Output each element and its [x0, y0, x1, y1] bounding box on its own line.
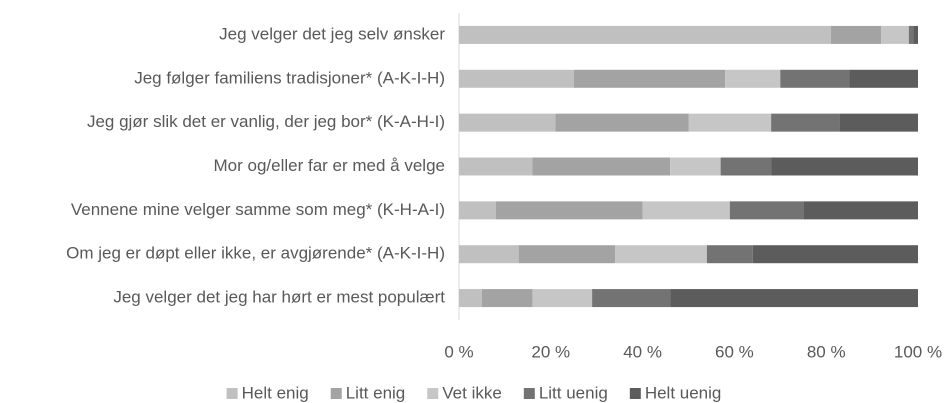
bar-segment	[849, 69, 918, 88]
legend-swatch	[330, 388, 342, 399]
bar-segment	[642, 201, 730, 220]
legend-swatch	[427, 388, 439, 399]
bar-segment	[771, 157, 918, 176]
bar-segment	[555, 113, 689, 132]
bar-segment	[573, 69, 726, 88]
legend-label: Litt uenig	[539, 383, 608, 402]
bar-segment	[725, 69, 781, 88]
category-label: Jeg velger det jeg har hørt er mest popu…	[113, 288, 445, 307]
bar-segment	[688, 113, 772, 132]
x-tick-label: 0 %	[444, 342, 473, 361]
bar-segment	[803, 201, 918, 220]
legend-swatch	[629, 388, 641, 399]
bar-segment	[459, 289, 482, 308]
bar-segment	[913, 25, 918, 44]
x-tick-label: 80 %	[807, 342, 846, 361]
bar-segment	[518, 245, 616, 264]
bar-segment	[495, 201, 643, 220]
bar-segment	[729, 201, 804, 220]
x-tick-label: 100 %	[894, 342, 942, 361]
category-label: Om jeg er døpt eller ikke, er avgjørende…	[66, 244, 445, 263]
bar-segment	[839, 113, 918, 132]
bar-segment	[881, 25, 909, 44]
category-label: Mor og/eller far er med å velge	[214, 156, 446, 175]
bar-segment	[459, 113, 556, 132]
legend-swatch	[523, 388, 535, 399]
category-label: Vennene mine velger samme som meg* (K-H-…	[71, 200, 445, 219]
bar-segment	[908, 25, 914, 44]
bar-segment	[459, 201, 496, 220]
x-tick-label: 60 %	[715, 342, 754, 361]
bar-segment	[720, 157, 772, 176]
bar-segment	[532, 157, 671, 176]
legend-swatch	[226, 388, 238, 399]
legend-label: Vet ikke	[442, 383, 502, 402]
bar-segment	[771, 113, 840, 132]
bar-segment	[459, 245, 519, 264]
category-label: Jeg gjør slik det er vanlig, der jeg bor…	[87, 112, 445, 131]
legend-label: Litt enig	[346, 383, 406, 402]
x-tick-label: 20 %	[531, 342, 570, 361]
bar-segment	[706, 245, 753, 264]
x-tick-label: 40 %	[623, 342, 662, 361]
bar-segment	[830, 25, 882, 44]
category-label: Jeg velger det jeg selv ønsker	[219, 24, 445, 43]
bar-segment	[532, 289, 593, 308]
bar-segment	[459, 69, 574, 88]
bar-segment	[459, 25, 831, 44]
bar-segment	[780, 69, 850, 88]
legend-label: Helt enig	[242, 383, 309, 402]
legend-label: Helt uenig	[645, 383, 722, 402]
bar-segment	[615, 245, 707, 264]
bar-segment	[592, 289, 671, 308]
bar-segment	[752, 245, 918, 264]
bar-segment	[670, 289, 918, 308]
category-label: Jeg følger familiens tradisjoner* (A-K-I…	[134, 68, 445, 87]
bar-segment	[670, 157, 721, 176]
bar-segment	[459, 157, 533, 176]
bar-segment	[481, 289, 533, 308]
